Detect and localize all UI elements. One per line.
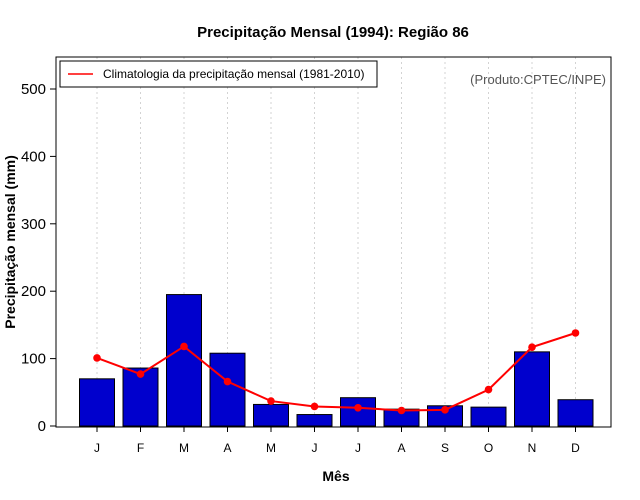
bar <box>296 414 333 427</box>
y-tick-label: 0 <box>38 418 46 435</box>
x-tick-label: M <box>266 441 276 455</box>
climatology-point <box>136 370 145 378</box>
x-tick-label: D <box>571 441 580 455</box>
legend: Climatologia da precipitação mensal (198… <box>59 60 378 88</box>
legend-entry-climatology: Climatologia da precipitação mensal (198… <box>103 67 364 81</box>
x-tick-label: M <box>179 441 189 455</box>
bar <box>166 294 202 427</box>
climatology-point <box>223 377 232 386</box>
climatology-point <box>354 404 362 412</box>
climatology-point <box>180 342 188 351</box>
chart-title: Precipitação Mensal (1994): Região 86 <box>197 24 469 41</box>
y-tick-label: 500 <box>21 81 46 98</box>
climatology-point <box>397 406 406 415</box>
climatology-point <box>310 402 319 411</box>
climatology-point <box>441 406 449 414</box>
bar <box>253 403 289 427</box>
climatology-line-series <box>93 329 580 415</box>
x-tick-label: J <box>94 441 100 455</box>
bar <box>514 351 550 427</box>
y-axis-label: Precipitação mensal (mm) <box>2 155 18 329</box>
climatology-point <box>484 385 493 394</box>
bar <box>557 399 594 427</box>
plot-frame <box>55 56 612 428</box>
x-tick-label: A <box>397 441 405 455</box>
climatology-line <box>96 332 576 412</box>
credit-text: (Produto:CPTEC/INPE) <box>470 72 606 87</box>
bar <box>340 397 376 427</box>
y-tick-label: 100 <box>21 351 46 368</box>
vertical-gridlines <box>96 57 576 427</box>
x-axis-label: Mês <box>322 468 349 484</box>
bar <box>470 406 507 427</box>
x-tick-label: J <box>355 441 361 455</box>
x-tick-label: F <box>137 441 144 455</box>
legend-box <box>59 60 378 88</box>
x-tick-label: N <box>528 441 537 455</box>
climatology-point <box>93 354 101 362</box>
bar <box>209 352 246 427</box>
y-tick-label: 400 <box>21 148 46 165</box>
y-tick-label: 200 <box>21 283 46 300</box>
x-tick-label: J <box>312 441 318 455</box>
x-tick-label: A <box>223 441 231 455</box>
y-tick-label: 300 <box>21 216 46 233</box>
climatology-point <box>267 397 275 405</box>
x-tick-label: S <box>441 441 449 455</box>
x-tick-label: O <box>484 441 493 455</box>
climatology-point <box>528 343 536 351</box>
climatology-point <box>571 329 580 337</box>
y-axis: 0 100 200 300 400 500 <box>21 81 56 435</box>
bar <box>79 378 115 427</box>
